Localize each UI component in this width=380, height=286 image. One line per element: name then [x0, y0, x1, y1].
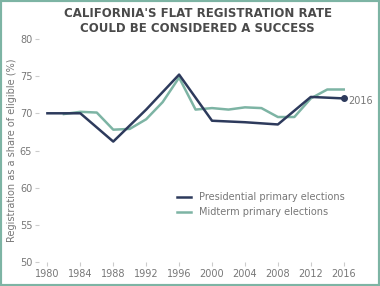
Presidential primary elections [45, 112, 50, 115]
Midterm primary elections [325, 88, 329, 91]
Presidential primary elections [144, 108, 149, 111]
Midterm primary elections [276, 115, 280, 119]
Presidential primary elections [111, 140, 116, 143]
Title: CALIFORNIA'S FLAT REGISTRATION RATE
COULD BE CONSIDERED A SUCCESS: CALIFORNIA'S FLAT REGISTRATION RATE COUL… [63, 7, 332, 35]
Midterm primary elections [160, 100, 165, 104]
Midterm primary elections [226, 108, 231, 111]
Midterm primary elections [127, 127, 132, 131]
Presidential primary elections [342, 97, 346, 100]
Midterm primary elections [62, 112, 66, 116]
Line: Presidential primary elections: Presidential primary elections [48, 75, 344, 142]
Line: Midterm primary elections: Midterm primary elections [64, 78, 344, 130]
Presidential primary elections [177, 73, 181, 76]
Midterm primary elections [243, 106, 247, 109]
Presidential primary elections [210, 119, 214, 122]
Midterm primary elections [210, 106, 214, 110]
Midterm primary elections [342, 88, 346, 91]
Midterm primary elections [78, 110, 82, 114]
Presidential primary elections [276, 123, 280, 126]
Midterm primary elections [292, 115, 297, 119]
Y-axis label: Registration as a share of eligible (%): Registration as a share of eligible (%) [7, 59, 17, 242]
Text: 2016: 2016 [348, 96, 372, 106]
Midterm primary elections [111, 128, 116, 131]
Midterm primary elections [309, 97, 313, 100]
Midterm primary elections [95, 111, 99, 114]
Presidential primary elections [78, 112, 82, 115]
Midterm primary elections [177, 76, 181, 79]
Midterm primary elections [144, 118, 149, 121]
Midterm primary elections [193, 108, 198, 111]
Presidential primary elections [243, 120, 247, 124]
Presidential primary elections [309, 95, 313, 99]
Legend: Presidential primary elections, Midterm primary elections: Presidential primary elections, Midterm … [177, 192, 345, 217]
Midterm primary elections [259, 106, 264, 110]
